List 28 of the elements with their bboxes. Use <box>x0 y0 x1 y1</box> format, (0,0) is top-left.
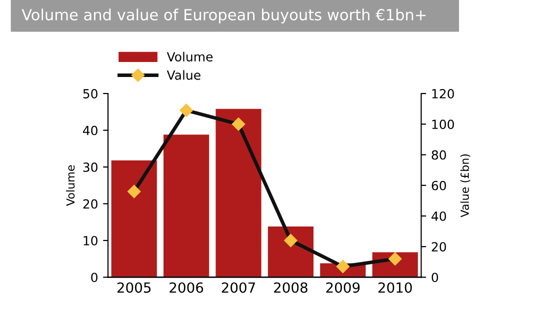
y-tick-label: 0 <box>91 272 98 282</box>
y2-tick-label: 100 <box>432 120 454 130</box>
x-tick-label: 2008 <box>274 282 308 293</box>
x-tick-label: 2005 <box>117 282 151 293</box>
y-tick-label: 40 <box>82 126 98 136</box>
y2-tick-label: 80 <box>432 150 446 160</box>
bar <box>162 133 210 278</box>
y-tick-label: 50 <box>83 88 98 98</box>
y2-axis-title: Value (£bn) <box>460 154 470 218</box>
bar <box>214 108 263 278</box>
legend-label: Volume <box>166 52 213 62</box>
y2-tick-label: 0 <box>432 272 438 282</box>
y2-tick-label: 40 <box>432 211 446 221</box>
y-tick-label: 20 <box>83 199 98 209</box>
y-tick-label: 10 <box>84 236 98 246</box>
y2-tick-label: 120 <box>432 88 454 98</box>
y-tick-label: 30 <box>83 162 98 172</box>
y2-tick-label: 60 <box>432 180 446 190</box>
y2-tick-label: 20 <box>432 242 446 252</box>
x-tick-label: 2009 <box>326 282 360 293</box>
chart-title: Volume and value of European buyouts worth €1bn+ <box>22 8 426 24</box>
x-tick-label: 2010 <box>378 282 412 293</box>
legend-label: Value <box>166 70 200 80</box>
y-axis-title: Volume <box>66 165 75 206</box>
bar <box>110 158 158 278</box>
x-tick-label: 2006 <box>170 282 204 293</box>
x-tick-label: 2007 <box>222 282 255 293</box>
bar <box>266 225 315 278</box>
